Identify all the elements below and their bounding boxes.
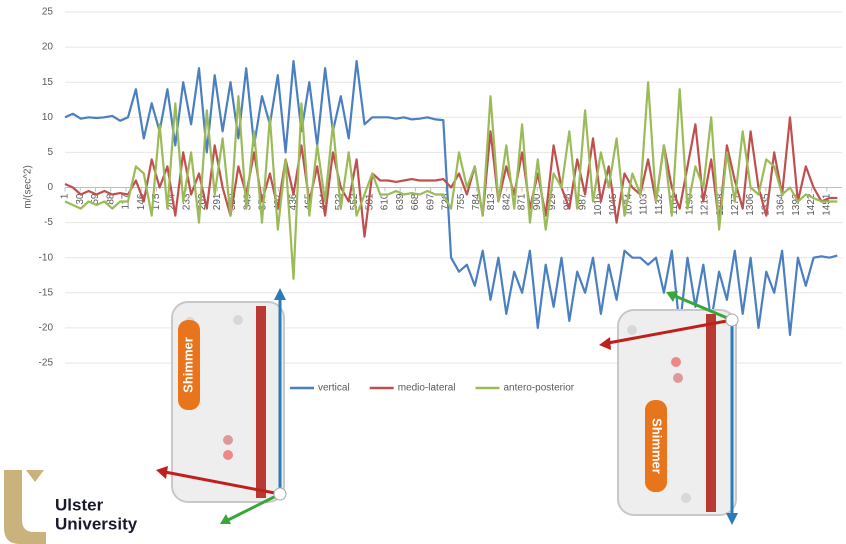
x-tick-label: 1103: [639, 193, 650, 215]
y-axis-label: m/(sec^2): [23, 165, 34, 209]
x-tick-label: 1364: [776, 193, 787, 216]
y-tick-label: -20: [39, 323, 54, 334]
sensor-right: Shimmer: [599, 291, 738, 525]
x-tick-label: 842: [501, 193, 512, 210]
y-tick-label: -5: [44, 217, 53, 228]
logo: Ulster University: [4, 470, 138, 544]
device-label: Shimmer: [180, 337, 195, 393]
chart: -25-20-15-10-505101520251305988117146175…: [0, 0, 846, 544]
x-tick-label: 697: [425, 193, 436, 210]
y-tick-label: 10: [42, 112, 54, 123]
y-tick-label: 25: [42, 7, 54, 18]
y-tick-label: -15: [39, 287, 54, 298]
x-tick-label: 755: [456, 193, 467, 210]
legend-label: medio-lateral: [398, 383, 456, 394]
x-tick-label: 871: [517, 193, 528, 210]
y-tick-label: 5: [47, 147, 53, 158]
logo-text: Ulster: [55, 495, 104, 514]
logo-text: University: [55, 514, 138, 533]
x-tick-label: 610: [380, 193, 391, 210]
x-tick-label: 1: [60, 193, 71, 199]
device-label: Shimmer: [650, 418, 665, 474]
x-tick-label: 291: [212, 193, 223, 210]
y-tick-label: 15: [42, 77, 54, 88]
x-tick-label: 668: [410, 193, 421, 210]
y-tick-label: 0: [47, 182, 53, 193]
legend-label: antero-posterior: [504, 383, 575, 394]
x-tick-label: 639: [395, 193, 406, 210]
y-tick-label: 20: [42, 42, 54, 53]
x-tick-label: 1306: [745, 193, 756, 216]
sensor-left: Shimmer: [156, 288, 286, 524]
x-tick-label: 1451: [821, 193, 832, 216]
x-tick-label: 813: [486, 193, 497, 210]
y-tick-label: -25: [39, 358, 54, 369]
legend-label: vertical: [318, 383, 350, 394]
y-tick-label: -10: [39, 252, 54, 263]
